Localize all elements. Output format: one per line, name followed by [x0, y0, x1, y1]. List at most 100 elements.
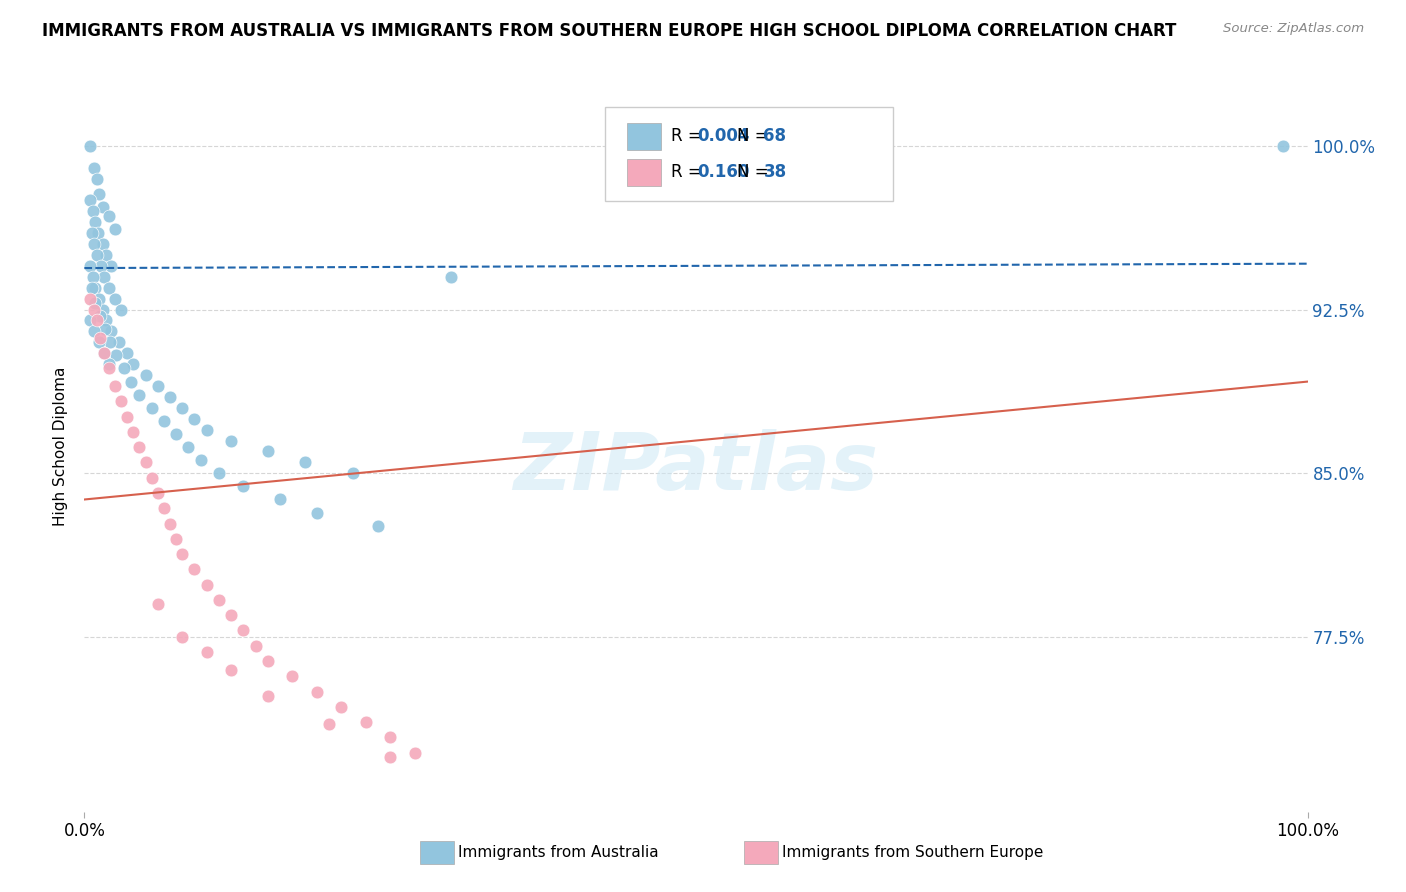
Point — [177, 440, 200, 454]
Point — [172, 401, 194, 415]
Point — [82, 269, 104, 284]
Point — [93, 269, 115, 284]
Point — [354, 715, 377, 730]
Point — [97, 281, 120, 295]
Point — [342, 467, 364, 481]
Text: 0.004: 0.004 — [697, 128, 749, 145]
Point — [91, 302, 114, 317]
Point — [269, 492, 291, 507]
Point — [172, 547, 194, 561]
Point — [128, 387, 150, 401]
Text: N =: N = — [737, 128, 773, 145]
Point — [305, 684, 328, 698]
Text: 0.160: 0.160 — [697, 163, 749, 181]
Point — [80, 281, 103, 295]
Point — [94, 322, 117, 336]
Text: N =: N = — [737, 163, 773, 181]
Point — [141, 401, 163, 415]
Point — [219, 608, 242, 623]
Point — [110, 302, 132, 317]
Point — [183, 562, 205, 576]
Point — [135, 368, 157, 382]
Point — [105, 348, 128, 362]
Point — [97, 209, 120, 223]
Point — [195, 577, 218, 591]
Point — [104, 221, 127, 235]
Point — [367, 518, 389, 533]
Point — [305, 506, 328, 520]
Point — [104, 379, 127, 393]
Point — [100, 259, 122, 273]
Text: 38: 38 — [763, 163, 786, 181]
Point — [190, 453, 212, 467]
Point — [83, 324, 105, 338]
Text: R =: R = — [671, 128, 707, 145]
Point — [141, 470, 163, 484]
Point — [91, 200, 114, 214]
Point — [153, 501, 176, 516]
Point — [257, 444, 280, 458]
Point — [83, 237, 105, 252]
Point — [83, 302, 105, 317]
Point — [380, 750, 402, 764]
Point — [172, 630, 194, 644]
Point — [318, 717, 340, 731]
Point — [122, 357, 145, 371]
Point — [96, 248, 118, 262]
Point — [86, 171, 108, 186]
Point — [146, 486, 169, 500]
Point — [208, 593, 231, 607]
Point — [281, 669, 304, 683]
Point — [79, 194, 101, 208]
Point — [96, 313, 118, 327]
Point — [440, 269, 463, 284]
Point — [93, 346, 115, 360]
Text: R =: R = — [671, 163, 707, 181]
Point — [380, 731, 402, 745]
Point — [86, 248, 108, 262]
Point — [93, 346, 115, 360]
Text: Source: ZipAtlas.com: Source: ZipAtlas.com — [1223, 22, 1364, 36]
Point — [107, 335, 129, 350]
Point — [90, 259, 112, 273]
Point — [146, 379, 169, 393]
Point — [232, 479, 254, 493]
Point — [257, 654, 280, 668]
Text: Immigrants from Southern Europe: Immigrants from Southern Europe — [782, 846, 1043, 860]
Point — [87, 186, 110, 201]
Point — [165, 427, 187, 442]
Point — [100, 324, 122, 338]
Point — [79, 259, 101, 273]
Point — [120, 375, 142, 389]
Point — [86, 313, 108, 327]
Point — [79, 138, 101, 153]
Point — [82, 204, 104, 219]
Point — [112, 361, 135, 376]
Point — [165, 532, 187, 546]
Point — [146, 597, 169, 611]
Point — [115, 346, 138, 360]
Point — [1272, 138, 1295, 153]
Point — [91, 237, 114, 252]
Point — [80, 226, 103, 240]
Point — [183, 411, 205, 425]
Text: 68: 68 — [763, 128, 786, 145]
Point — [245, 639, 267, 653]
Text: Immigrants from Australia: Immigrants from Australia — [458, 846, 659, 860]
Point — [159, 390, 181, 404]
Text: IMMIGRANTS FROM AUSTRALIA VS IMMIGRANTS FROM SOUTHERN EUROPE HIGH SCHOOL DIPLOMA: IMMIGRANTS FROM AUSTRALIA VS IMMIGRANTS … — [42, 22, 1177, 40]
Point — [79, 313, 101, 327]
Point — [195, 423, 218, 437]
Point — [232, 624, 254, 638]
Point — [84, 296, 107, 310]
Point — [257, 689, 280, 703]
Point — [294, 455, 316, 469]
Point — [153, 414, 176, 428]
Point — [128, 440, 150, 454]
Point — [89, 309, 111, 323]
Y-axis label: High School Diploma: High School Diploma — [53, 367, 69, 525]
Point — [83, 161, 105, 175]
Point — [84, 281, 107, 295]
Point — [84, 215, 107, 229]
Point — [159, 516, 181, 531]
